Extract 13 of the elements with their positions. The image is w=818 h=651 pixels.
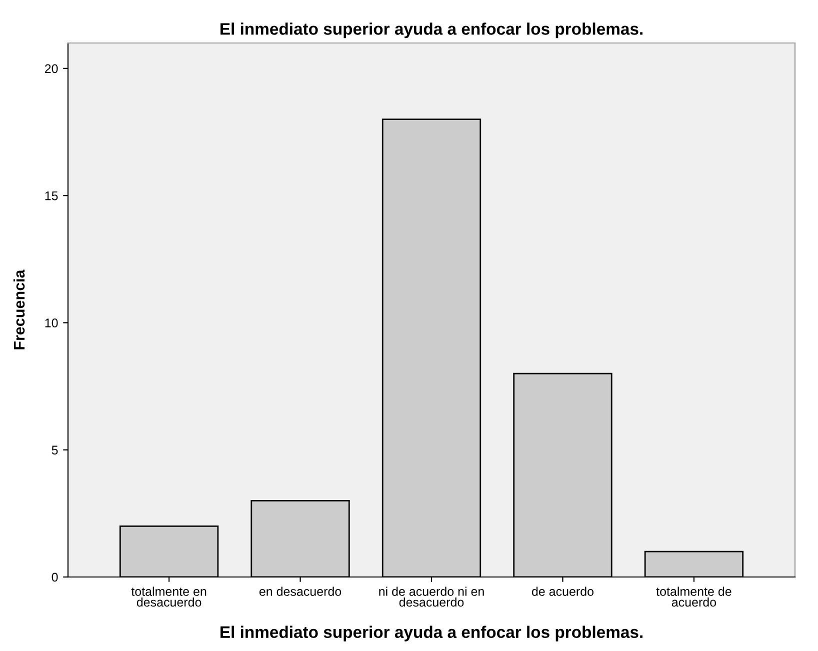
y-tick-label: 5 (52, 446, 58, 455)
y-tick-label: 20 (45, 64, 58, 74)
x-tick-label: ni de acuerdo ni en desacuerdo (379, 586, 484, 607)
x-tick-label: totalmente de acuerdo (656, 586, 732, 607)
chart-title: El inmediato superior ayuda a enfocar los problemas. (220, 22, 642, 38)
y-tick-label: 0 (52, 572, 58, 582)
x-tick-label: totalmente en desacuerdo (131, 586, 206, 607)
y-tick-label: 10 (45, 318, 58, 328)
x-tick-label: en desacuerdo (259, 586, 342, 596)
x-tick-label: de acuerdo (532, 586, 594, 596)
y-axis-title: Frecuencia (13, 270, 25, 350)
y-tick-label: 15 (45, 192, 58, 200)
x-axis-title: El inmediato superior ayuda a enfocar los problemas. (220, 626, 642, 642)
